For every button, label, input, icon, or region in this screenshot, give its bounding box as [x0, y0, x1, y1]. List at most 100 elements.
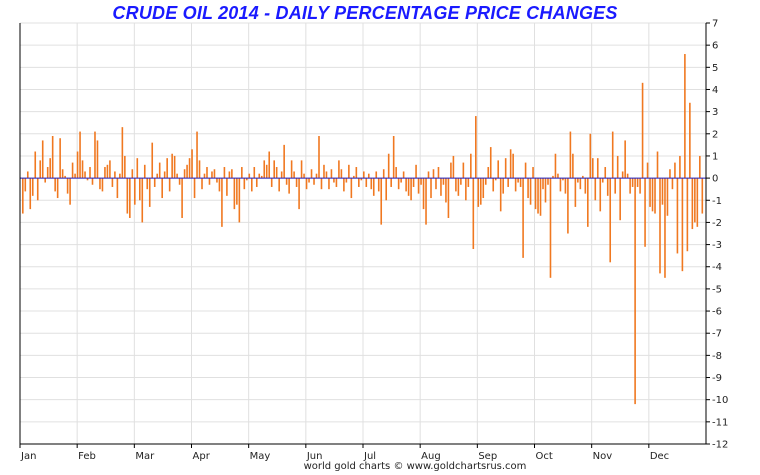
- bar: [188, 158, 191, 179]
- bar: [445, 178, 447, 203]
- bar: [440, 178, 442, 196]
- y-tick-label: -11: [712, 417, 728, 428]
- bar: [457, 178, 460, 196]
- bar: [601, 178, 604, 183]
- bar: [572, 153, 574, 179]
- x-tick-label: Apr: [193, 451, 211, 462]
- bar: [502, 178, 504, 194]
- bar: [295, 178, 298, 187]
- bar: [166, 158, 168, 179]
- bar: [654, 178, 656, 214]
- bar: [475, 116, 477, 179]
- bar: [634, 178, 636, 405]
- bar: [216, 178, 218, 183]
- y-tick-label: -7: [712, 329, 722, 340]
- bar: [66, 178, 69, 194]
- x-tick-label: Dec: [650, 451, 669, 462]
- bar: [79, 131, 81, 179]
- bar: [330, 169, 333, 179]
- bar: [275, 167, 278, 179]
- bar: [392, 136, 395, 179]
- bar: [191, 149, 193, 179]
- y-tick-label: -4: [712, 262, 722, 273]
- bar: [328, 178, 330, 190]
- bar: [385, 178, 388, 201]
- y-tick-label: 5: [712, 63, 718, 74]
- bar: [420, 178, 422, 185]
- bar: [223, 167, 226, 179]
- bar: [621, 171, 624, 179]
- x-tick-label: May: [250, 451, 271, 462]
- bar: [56, 178, 59, 199]
- bar: [268, 151, 271, 179]
- bar: [377, 178, 380, 192]
- bar: [196, 131, 198, 179]
- bar: [143, 164, 146, 179]
- bar: [450, 162, 452, 179]
- bar: [651, 178, 654, 212]
- bar: [579, 178, 582, 190]
- bar: [111, 178, 114, 187]
- bar: [241, 167, 243, 179]
- bar: [109, 160, 111, 179]
- bar: [659, 178, 661, 274]
- bar: [390, 178, 392, 187]
- bar: [639, 178, 641, 194]
- bar: [134, 178, 136, 205]
- bar: [405, 178, 407, 192]
- bar: [343, 178, 345, 192]
- bar: [124, 155, 126, 179]
- bar-series: [22, 54, 704, 405]
- bar: [136, 158, 139, 179]
- bar: [41, 140, 44, 179]
- bar: [64, 175, 66, 179]
- bar: [101, 178, 104, 192]
- bar: [611, 131, 614, 179]
- bar: [641, 82, 644, 179]
- y-tick-label: 3: [712, 107, 718, 118]
- bar: [248, 173, 251, 179]
- bar: [81, 160, 84, 179]
- bar: [484, 178, 487, 185]
- bar: [54, 178, 56, 192]
- bar: [263, 160, 266, 179]
- bar: [534, 178, 537, 210]
- bar: [283, 144, 285, 179]
- y-tick-label: -12: [712, 440, 728, 451]
- bar: [427, 171, 430, 179]
- bar: [265, 164, 268, 179]
- bar: [684, 54, 686, 179]
- bar: [477, 178, 480, 207]
- bar: [467, 178, 470, 187]
- x-tick-label: Aug: [421, 451, 441, 462]
- bar: [402, 171, 405, 179]
- bar: [310, 169, 313, 179]
- bar: [278, 178, 280, 192]
- bar: [320, 178, 323, 190]
- bar: [363, 171, 365, 179]
- y-tick-label: 7: [712, 19, 718, 30]
- bar: [616, 155, 619, 179]
- bar: [91, 178, 94, 185]
- bar: [213, 169, 216, 179]
- bar: [76, 151, 79, 179]
- bar: [238, 178, 241, 223]
- bar: [395, 167, 397, 179]
- bar: [577, 178, 579, 183]
- bar: [308, 178, 310, 183]
- bar: [74, 173, 76, 179]
- bar: [455, 178, 457, 192]
- x-tick-label: Mar: [135, 451, 155, 462]
- bar: [696, 178, 699, 227]
- bar: [355, 167, 358, 179]
- bar: [131, 169, 134, 179]
- bar: [69, 178, 71, 205]
- bar: [221, 178, 223, 227]
- y-tick-label: 2: [712, 129, 718, 140]
- bar: [544, 178, 547, 203]
- bar: [479, 178, 482, 205]
- bar: [49, 158, 51, 179]
- bar: [22, 178, 24, 214]
- bar: [176, 173, 178, 179]
- bar: [614, 178, 616, 194]
